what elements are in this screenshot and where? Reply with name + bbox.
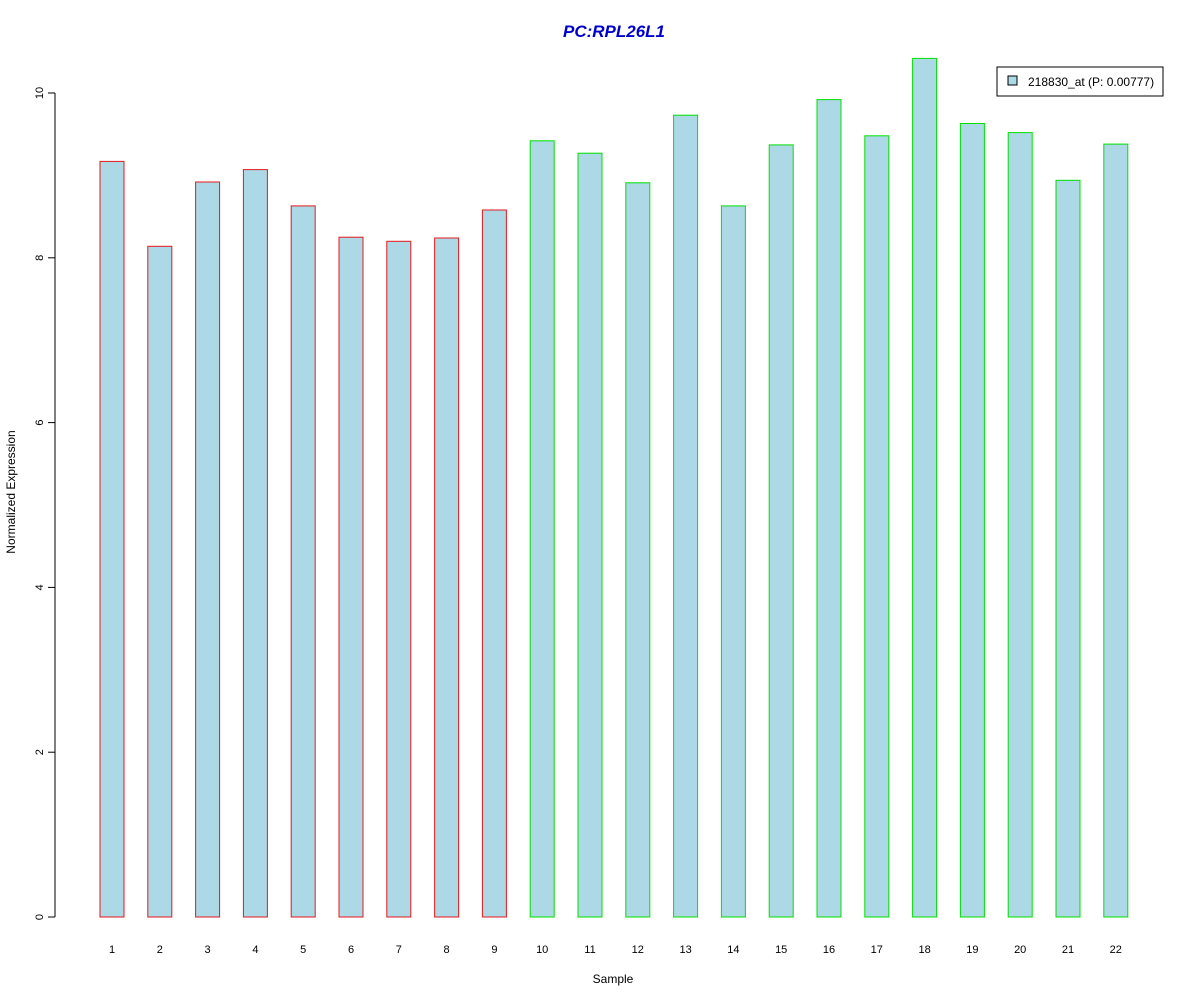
bar-sample-19 — [959, 123, 985, 918]
x-tick-label: 17 — [871, 944, 883, 956]
x-tick-label: 15 — [775, 944, 787, 956]
bars-group — [99, 57, 1129, 918]
x-tick-label: 20 — [1014, 944, 1026, 956]
y-tick-label: 0 — [34, 914, 46, 920]
bar-sample-22 — [1103, 143, 1129, 918]
bar-sample-4 — [242, 169, 268, 918]
x-tick-label: 3 — [205, 944, 211, 956]
y-tick-label: 4 — [34, 584, 46, 590]
x-axis-tick-labels: 1 2 3 4 5 6 7 8 9 10 11 12 13 14 15 16 17 18 19 20 21 22 — [109, 944, 1122, 956]
x-tick-label: 19 — [966, 944, 978, 956]
bar-sample-5 — [290, 205, 316, 918]
bar-sample-14 — [720, 205, 746, 918]
x-tick-label: 13 — [679, 944, 691, 956]
x-tick-label: 1 — [109, 944, 115, 956]
x-tick-label: 22 — [1110, 944, 1122, 956]
bar-sample-18 — [912, 57, 938, 918]
bar-sample-1 — [99, 160, 125, 918]
bar-sample-6 — [338, 236, 364, 918]
x-tick-label: 8 — [444, 944, 450, 956]
x-tick-label: 16 — [823, 944, 835, 956]
bar-sample-20 — [1007, 132, 1033, 918]
bar-sample-8 — [434, 237, 460, 918]
y-tick-label: 6 — [34, 420, 46, 426]
x-tick-label: 2 — [157, 944, 163, 956]
x-tick-label: 14 — [727, 944, 739, 956]
bar-sample-2 — [147, 245, 173, 918]
bar-sample-10 — [529, 140, 555, 918]
x-tick-label: 4 — [252, 944, 258, 956]
x-tick-label: 11 — [584, 944, 595, 956]
bar-sample-3 — [195, 181, 221, 918]
x-tick-label: 5 — [300, 944, 306, 956]
bar-sample-16 — [816, 99, 842, 918]
legend-label: 218830_at (P: 0.00777) — [1028, 75, 1154, 89]
legend-swatch — [1007, 75, 1018, 86]
legend-box — [996, 66, 1164, 97]
legend: 218830_at (P: 0.00777) — [996, 66, 1164, 97]
x-tick-label: 6 — [348, 944, 354, 956]
chart-title: PC:RPL26L1 — [563, 22, 665, 41]
bar-sample-21 — [1055, 179, 1081, 918]
y-axis-label: Normalized Expression — [4, 430, 18, 553]
x-tick-label: 7 — [396, 944, 402, 956]
bar-sample-12 — [625, 182, 651, 918]
y-tick-label: 2 — [34, 749, 46, 755]
bar-sample-17 — [864, 135, 890, 918]
bar-sample-11 — [577, 152, 603, 918]
bar-sample-15 — [768, 144, 794, 918]
x-tick-label: 18 — [918, 944, 930, 956]
x-tick-label: 10 — [536, 944, 548, 956]
x-tick-label: 21 — [1062, 944, 1074, 956]
bar-sample-13 — [673, 114, 699, 918]
y-axis-ticks: 0 2 4 6 8 10 — [34, 87, 55, 920]
x-tick-label: 12 — [632, 944, 644, 956]
y-tick-label: 10 — [34, 87, 46, 99]
bar-sample-7 — [386, 240, 412, 918]
y-tick-label: 8 — [34, 255, 46, 261]
x-tick-label: 9 — [491, 944, 497, 956]
x-axis-label: Sample — [593, 972, 634, 986]
bar-sample-9 — [481, 209, 507, 918]
